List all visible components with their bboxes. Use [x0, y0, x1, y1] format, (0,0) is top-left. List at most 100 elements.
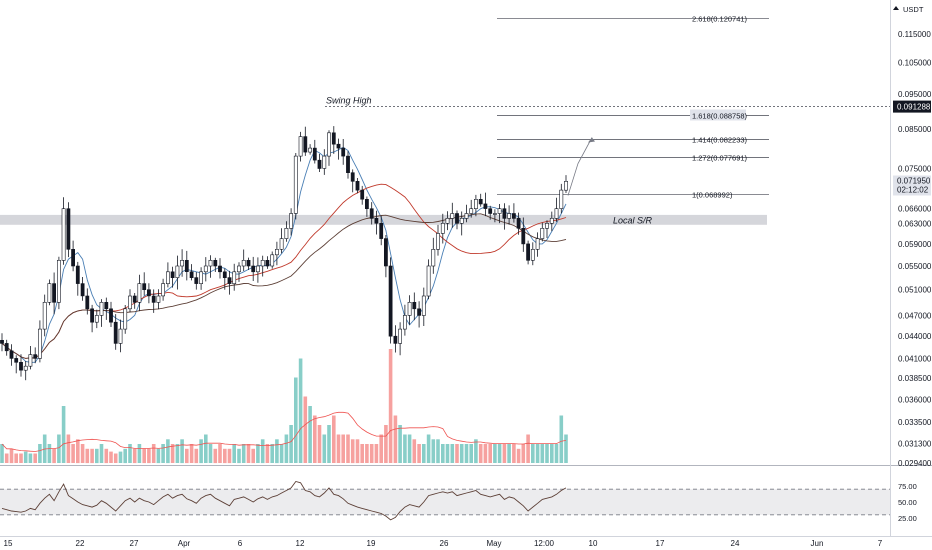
- last-price-tag: 0.071950 02:12:02: [893, 175, 931, 196]
- countdown-label: 02:12:02: [897, 186, 929, 195]
- volume-bar: [9, 448, 14, 464]
- projection-arrowhead: [588, 137, 595, 143]
- volume-bar: [28, 453, 33, 463]
- candle-body: [4, 343, 9, 352]
- candle-body: [80, 283, 85, 297]
- candle-body: [497, 208, 502, 214]
- candle-body: [274, 249, 279, 256]
- candle-body: [346, 155, 350, 174]
- candle-body: [123, 308, 128, 330]
- candle-body: [303, 136, 308, 153]
- projection-arrow[interactable]: [567, 137, 595, 196]
- candle-body: [402, 315, 407, 330]
- price-pane[interactable]: [0, 0, 890, 465]
- volume-bar: [185, 448, 189, 464]
- fib-label-highlight: [690, 109, 746, 121]
- candle-body: [355, 181, 360, 191]
- volume-bar: [19, 453, 23, 463]
- volume-bar: [38, 444, 42, 463]
- volume-bar: [431, 439, 436, 464]
- volume-bar: [507, 444, 511, 463]
- volume-bar: [251, 448, 255, 464]
- candle-body: [23, 365, 28, 371]
- swing-high-annotation: Swing High: [326, 96, 372, 106]
- price-tick-label: 0.033500: [898, 418, 932, 427]
- price-axis[interactable]: 0.115000 0.105000 0.095000 0.085000 0.075000…: [898, 30, 932, 468]
- volume-bar: [531, 444, 535, 463]
- volume-bar: [369, 444, 374, 463]
- fib-level-label: 1.272(0.077691): [692, 153, 748, 162]
- time-tick-label: 12:00: [534, 539, 555, 548]
- candle-body: [398, 328, 403, 344]
- time-tick-label: Apr: [178, 539, 191, 548]
- volume-bar: [384, 425, 388, 463]
- moving-averages: [1, 146, 567, 363]
- candle-body: [104, 301, 109, 310]
- volume-bar: [118, 451, 123, 463]
- candle-body: [56, 259, 61, 303]
- candle-body: [94, 315, 99, 323]
- candle-body: [507, 213, 512, 219]
- candle-body: [166, 271, 170, 284]
- candle-body: [293, 155, 298, 214]
- volume-bar: [57, 434, 61, 463]
- candle-body: [488, 208, 493, 214]
- volume-bar: [204, 434, 208, 463]
- volume-bar: [232, 444, 236, 463]
- volume-bar: [455, 444, 459, 463]
- volume-bar: [535, 444, 540, 463]
- candle-body: [19, 361, 23, 371]
- local-sr-zone[interactable]: [0, 214, 767, 225]
- candle-body: [383, 238, 388, 267]
- volume-bar: [445, 444, 450, 463]
- candle-body: [246, 259, 251, 267]
- candle-body: [66, 208, 71, 250]
- rsi-line: [1, 480, 567, 521]
- fib-level-label: 1(0.068992): [692, 191, 733, 200]
- candle-body: [455, 213, 459, 224]
- rsi-pane[interactable]: [0, 466, 890, 536]
- candle-body: [317, 159, 322, 169]
- candle-body: [180, 259, 185, 267]
- candle-body: [492, 213, 497, 215]
- candle-body: [28, 354, 33, 367]
- time-tick-label: 7: [878, 539, 883, 548]
- candle-body: [559, 189, 564, 209]
- candle-body: [407, 301, 412, 316]
- volume-bar: [161, 444, 165, 463]
- volume-bar: [412, 439, 417, 464]
- candles: [0, 126, 568, 381]
- candle-body: [175, 265, 180, 278]
- price-tick-label: 0.115000: [898, 30, 931, 39]
- candle-body: [184, 259, 189, 272]
- fibonacci-extension[interactable]: 2.618(0.120741) 1.618(0.088758) 1.414(0.08…: [497, 15, 769, 200]
- candle-body: [189, 271, 194, 278]
- candle-body: [9, 350, 14, 359]
- volume-bar: [61, 406, 66, 463]
- volume-bar: [85, 448, 90, 464]
- volume-bar: [156, 448, 161, 464]
- time-axis[interactable]: 15 22 27 Apr 6 12 19 26 May 12:00 10 17 24 Jun 7: [4, 539, 883, 548]
- time-tick-label: 10: [589, 539, 598, 548]
- price-tick-label: 0.095000: [898, 90, 932, 99]
- rsi-axis[interactable]: 75.00 50.00 25.00: [898, 482, 917, 523]
- candle-body: [379, 223, 384, 239]
- candle-body: [440, 223, 445, 234]
- volume-bar: [180, 439, 184, 464]
- candle-body: [42, 301, 47, 330]
- volume-bar: [0, 444, 4, 463]
- volume-bar: [403, 434, 407, 463]
- volume-bar: [95, 448, 99, 464]
- currency-unit-label: USDT: [903, 5, 924, 14]
- candle-body: [37, 328, 42, 359]
- candle-body: [511, 213, 516, 219]
- candle-body: [564, 181, 568, 191]
- candle-body: [33, 354, 38, 359]
- volume-bar: [33, 453, 37, 463]
- volume-bar: [279, 444, 284, 463]
- volume-bar: [223, 448, 227, 464]
- volume-bar: [132, 448, 137, 464]
- candle-body: [341, 147, 346, 157]
- candle-body: [502, 208, 507, 219]
